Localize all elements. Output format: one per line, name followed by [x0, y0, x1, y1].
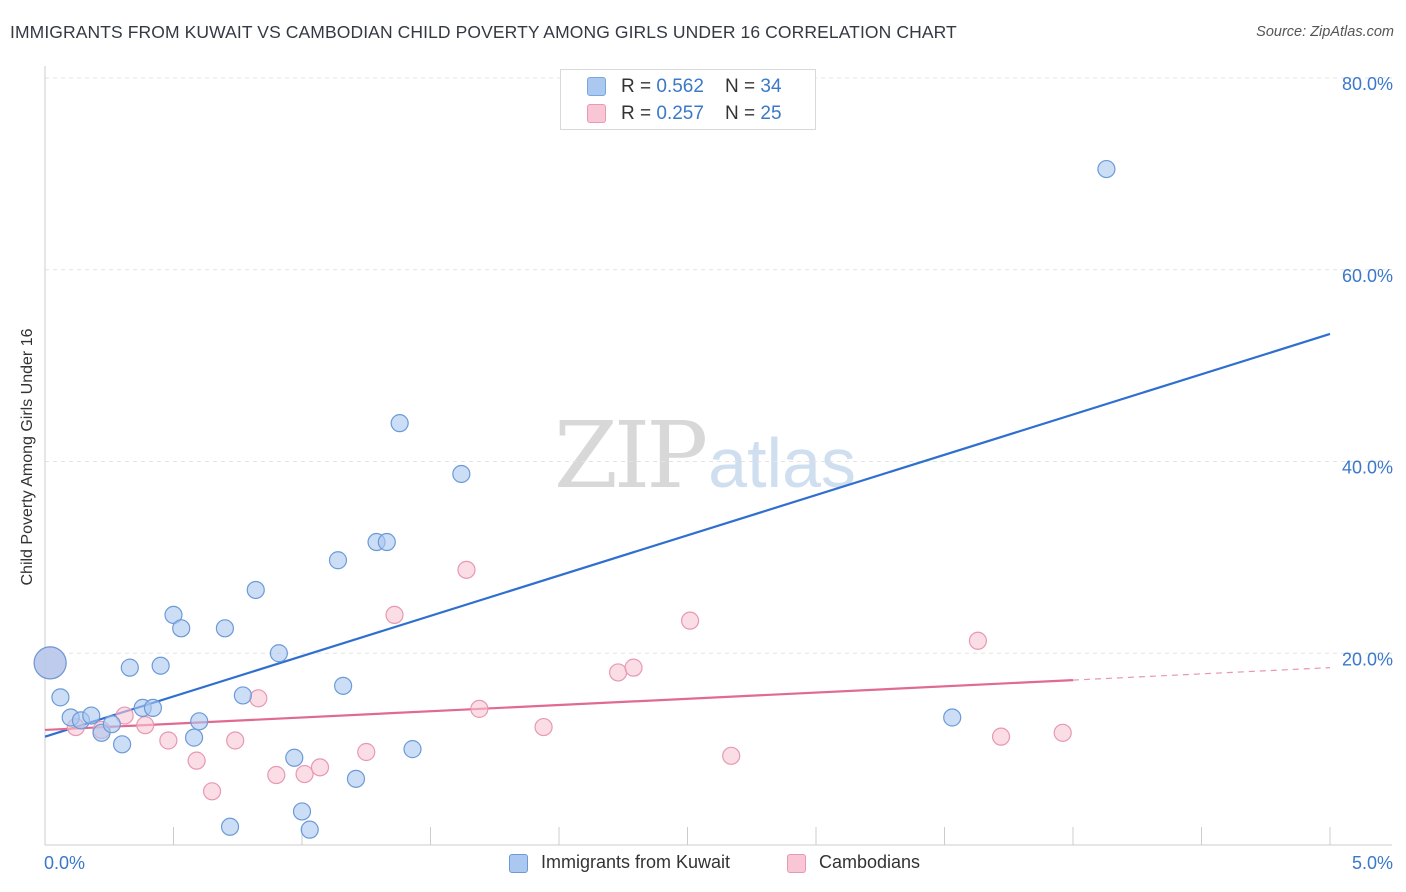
data-point	[172, 619, 191, 638]
trend-line-dashed-1	[1072, 667, 1331, 681]
watermark-atlas: atlas	[708, 424, 857, 502]
legend-swatch-kuwait	[509, 854, 528, 873]
chart-title: IMMIGRANTS FROM KUWAIT VS CAMBODIAN CHIL…	[10, 22, 957, 42]
data-point	[285, 748, 304, 767]
data-point	[249, 689, 268, 708]
source-credit[interactable]: Source: ZipAtlas.com	[1256, 24, 1394, 40]
data-point	[115, 706, 134, 725]
tick-labels: 20.0% 40.0% 60.0% 80.0% 0.0% 5.0%	[44, 74, 1393, 873]
r-value-cambodians: 0.257	[656, 103, 704, 124]
data-point	[295, 764, 314, 784]
data-point	[184, 728, 204, 747]
y-tick-label: 40.0%	[1342, 458, 1393, 478]
legend-swatch-cambodians	[787, 854, 806, 873]
r-label: R =	[621, 76, 657, 97]
data-point	[310, 758, 330, 777]
data-point	[233, 686, 252, 705]
data-point	[403, 740, 422, 759]
data-point	[357, 742, 376, 762]
y-axis-label: Child Poverty Among Girls Under 16	[19, 328, 36, 586]
data-point	[120, 658, 139, 677]
data-point	[334, 676, 353, 695]
watermark: ZIPatlas	[554, 402, 856, 509]
data-point	[457, 560, 476, 579]
data-point	[390, 414, 409, 433]
data-points	[33, 159, 1116, 839]
data-point	[51, 688, 70, 707]
data-point	[151, 656, 170, 675]
trend-lines	[44, 332, 1331, 738]
legend-label-cambodians: Cambodians	[819, 852, 921, 872]
data-point	[377, 532, 396, 552]
data-point	[300, 820, 319, 839]
data-point	[470, 699, 489, 718]
data-point	[33, 646, 67, 680]
y-tick-label: 80.0%	[1342, 74, 1393, 94]
n-label: N =	[725, 103, 761, 124]
data-point	[328, 551, 348, 570]
data-point	[1097, 159, 1116, 179]
y-tick-label: 20.0%	[1342, 649, 1393, 669]
data-point	[346, 769, 366, 788]
legend-swatch-cambodians	[587, 104, 606, 123]
data-point	[190, 712, 209, 731]
data-point	[722, 746, 741, 765]
source-value: ZipAtlas.com	[1310, 24, 1394, 40]
data-point	[385, 605, 404, 625]
data-point	[82, 706, 101, 725]
trend-line-1	[44, 678, 1074, 732]
data-point	[269, 644, 288, 663]
data-point	[215, 619, 234, 638]
data-point	[534, 717, 553, 737]
data-point	[968, 631, 988, 650]
data-point	[159, 731, 178, 750]
data-point	[187, 751, 206, 770]
trend-line-0	[44, 332, 1331, 738]
data-point	[220, 817, 240, 836]
watermark-zip: ZIP	[554, 402, 708, 509]
data-point	[452, 464, 471, 484]
source-label: Source:	[1256, 24, 1307, 40]
r-label: R =	[621, 103, 657, 124]
data-point	[226, 731, 245, 750]
data-point	[164, 605, 183, 625]
data-point	[680, 611, 700, 630]
data-point	[136, 716, 155, 735]
x-tick-label: 5.0%	[1352, 853, 1393, 873]
n-value-kuwait: 34	[760, 76, 782, 97]
correlation-legend: R = 0.562 N = 34 R = 0.257 N = 25	[560, 69, 816, 130]
data-point	[943, 708, 962, 727]
data-point	[267, 765, 286, 785]
y-tick-label: 60.0%	[1342, 266, 1393, 286]
data-point	[292, 802, 312, 821]
gridlines	[45, 77, 1392, 654]
n-label: N =	[725, 76, 761, 97]
axes	[44, 66, 1392, 846]
data-point	[991, 727, 1011, 746]
data-point	[609, 663, 628, 682]
n-value-cambodians: 25	[760, 103, 782, 124]
data-point	[112, 735, 132, 754]
x-tick-label: 0.0%	[44, 853, 85, 873]
data-point	[246, 580, 265, 600]
data-point	[102, 715, 121, 734]
data-point	[624, 658, 643, 677]
r-value-kuwait: 0.562	[656, 76, 704, 97]
data-point	[1053, 723, 1072, 742]
legend-swatch-kuwait	[587, 77, 606, 96]
data-point	[143, 698, 163, 717]
legend-label-kuwait: Immigrants from Kuwait	[541, 852, 731, 872]
data-point	[202, 782, 222, 801]
